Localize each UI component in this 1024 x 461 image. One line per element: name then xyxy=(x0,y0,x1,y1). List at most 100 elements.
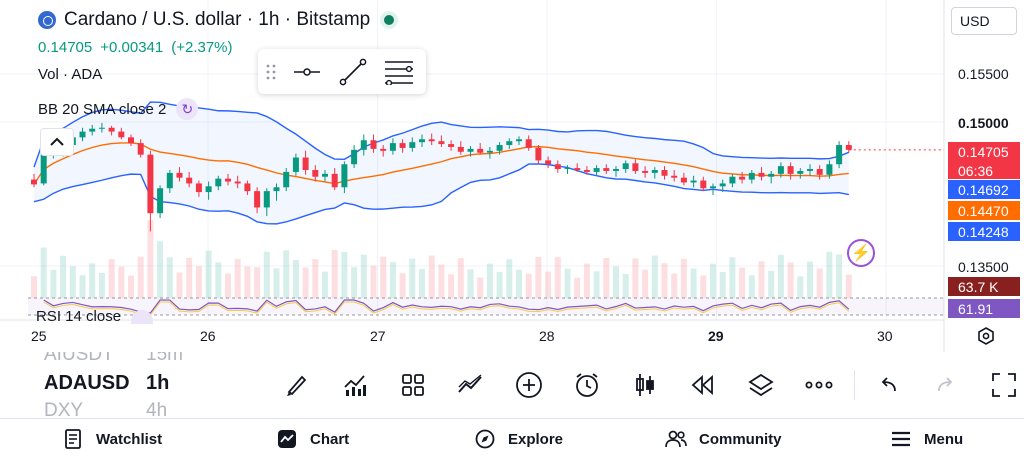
volume-bar xyxy=(506,259,513,298)
bottom-nav: Watchlist Chart Explore Community Menu xyxy=(0,418,1024,461)
symbol-switcher[interactable]: AIUSDT ADAUSD DXY 15m 1h 4h xyxy=(42,352,182,418)
nav-explore[interactable]: Explore xyxy=(474,429,563,449)
last-price-tag: 0.14705 xyxy=(948,142,1020,161)
volume-bar xyxy=(389,262,396,298)
candle-body xyxy=(147,154,154,214)
bb-upper-tag: 0.14692 xyxy=(948,180,1020,199)
volume-bar xyxy=(564,268,571,298)
fullscreen-icon[interactable] xyxy=(990,371,1018,399)
volume-bar xyxy=(360,254,367,298)
more-icon[interactable] xyxy=(805,371,833,399)
volume-bar xyxy=(535,257,542,298)
current-symbol[interactable]: ADAUSD xyxy=(44,372,130,394)
chart-canvas[interactable] xyxy=(0,0,1024,352)
next-interval[interactable]: 4h xyxy=(146,400,168,418)
brush-icon[interactable] xyxy=(283,371,311,399)
rsi-signal-line xyxy=(43,301,850,316)
candle-body xyxy=(671,175,678,178)
volume-bar xyxy=(710,263,716,298)
volume-bar xyxy=(496,271,503,298)
volume-bar xyxy=(457,258,464,298)
volume-bar xyxy=(428,255,435,298)
volume-tag: 63.7 K xyxy=(948,277,1020,296)
candle-body xyxy=(389,143,396,151)
rsi-legend-label: RSI 14 close xyxy=(36,308,122,325)
volume-legend[interactable]: Vol · ADA xyxy=(38,66,103,83)
price-change: +0.00341 xyxy=(100,39,164,56)
nav-community[interactable]: Community xyxy=(665,429,782,449)
layers-icon[interactable] xyxy=(747,371,775,399)
current-interval[interactable]: 1h xyxy=(146,372,170,394)
sync-icon[interactable]: ↻ xyxy=(176,98,199,120)
candle-body xyxy=(506,141,513,146)
volume-bar xyxy=(302,267,309,298)
replay-icon[interactable] xyxy=(689,371,717,399)
candle-body xyxy=(205,186,212,193)
indicators-icon[interactable] xyxy=(341,371,369,399)
drag-handle-icon[interactable] xyxy=(258,49,284,94)
rsi-legend[interactable]: RSI 14 close xyxy=(36,308,154,325)
volume-bar xyxy=(574,277,581,298)
ai-assistant-icon[interactable]: ⚡ xyxy=(847,239,875,267)
candle-body xyxy=(545,160,552,165)
volume-bar xyxy=(50,269,57,298)
candle-body xyxy=(777,166,784,174)
volume-bar xyxy=(244,266,251,298)
volume-bar xyxy=(108,259,115,298)
nav-community-label: Community xyxy=(699,430,782,448)
prev-interval[interactable]: 15m xyxy=(146,352,182,365)
volume-bar xyxy=(719,271,726,298)
chart-area[interactable]: Cardano / U.S. dollar · 1h · Bitstamp 0.… xyxy=(0,0,1024,352)
compare-icon[interactable] xyxy=(457,371,485,399)
fib-retracement-tool-icon[interactable] xyxy=(376,49,422,94)
chart-toolbar: AIUSDT ADAUSD DXY 15m 1h 4h xyxy=(0,352,1024,418)
candle-body xyxy=(244,183,251,192)
nav-chart[interactable]: Chart xyxy=(276,429,349,449)
currency-selector[interactable]: USD xyxy=(951,7,1017,35)
candle-body xyxy=(292,157,299,172)
candle-body xyxy=(370,140,377,149)
candle-body xyxy=(593,168,600,172)
bb-upper-line xyxy=(33,101,850,168)
candle-body xyxy=(496,145,503,151)
bollinger-legend[interactable]: BB 20 SMA close 2 ↻ xyxy=(38,98,199,120)
drawing-toolbar[interactable] xyxy=(258,49,426,94)
symbol-title[interactable]: Cardano / U.S. dollar · 1h · Bitstamp xyxy=(64,9,371,30)
candle-body xyxy=(157,188,164,214)
volume-bar xyxy=(690,268,697,298)
horizontal-line-tool-icon[interactable] xyxy=(284,49,330,94)
redo-icon[interactable] xyxy=(932,371,960,399)
add-icon[interactable] xyxy=(515,371,543,399)
symbol-header[interactable]: Cardano / U.S. dollar · 1h · Bitstamp xyxy=(38,8,399,32)
nav-chart-label: Chart xyxy=(310,430,350,448)
candle-body xyxy=(525,139,532,148)
candle-body xyxy=(816,169,823,175)
layouts-icon[interactable] xyxy=(399,371,427,399)
nav-menu[interactable]: Menu xyxy=(890,429,963,449)
price-axis-label: 0.13500 xyxy=(958,259,1009,275)
volume-bar xyxy=(137,256,144,298)
volume-bar xyxy=(758,261,765,298)
nav-watchlist-label: Watchlist xyxy=(96,430,163,448)
candle-body xyxy=(399,143,406,148)
volume-bar xyxy=(292,259,299,298)
candle-body xyxy=(807,169,813,171)
chart-settings-icon[interactable] xyxy=(976,326,996,346)
undo-icon[interactable] xyxy=(874,371,902,399)
chart-type-icon[interactable] xyxy=(631,371,659,399)
alert-icon[interactable] xyxy=(573,371,601,399)
collapse-legend-button[interactable] xyxy=(40,128,74,156)
cardano-logo-icon xyxy=(38,11,56,29)
nav-watchlist[interactable]: Watchlist xyxy=(62,429,162,449)
market-status-icon[interactable] xyxy=(380,11,399,29)
next-symbol[interactable]: DXY xyxy=(44,400,84,418)
time-axis-label: 29 xyxy=(708,328,724,344)
prev-symbol[interactable]: AIUSDT xyxy=(44,352,114,365)
candle-body xyxy=(360,140,367,150)
community-icon xyxy=(665,429,687,449)
volume-bar xyxy=(700,275,707,298)
volume-bar xyxy=(729,257,736,298)
sync-icon[interactable] xyxy=(131,309,154,324)
trend-line-tool-icon[interactable] xyxy=(330,49,376,94)
compass-icon xyxy=(474,429,496,449)
